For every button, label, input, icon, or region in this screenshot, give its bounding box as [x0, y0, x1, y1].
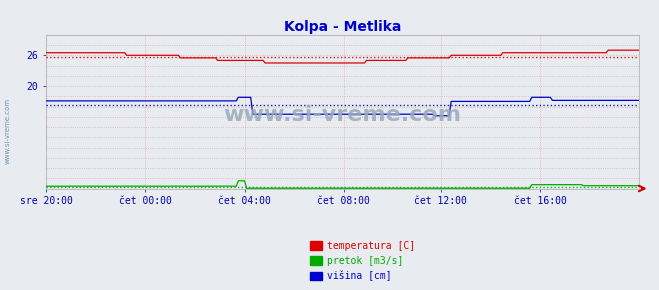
Text: www.si-vreme.com: www.si-vreme.com: [223, 105, 462, 125]
Title: Kolpa - Metlika: Kolpa - Metlika: [284, 20, 401, 34]
Legend: temperatura [C], pretok [m3/s], višina [cm]: temperatura [C], pretok [m3/s], višina […: [306, 237, 418, 285]
Text: www.si-vreme.com: www.si-vreme.com: [5, 97, 11, 164]
